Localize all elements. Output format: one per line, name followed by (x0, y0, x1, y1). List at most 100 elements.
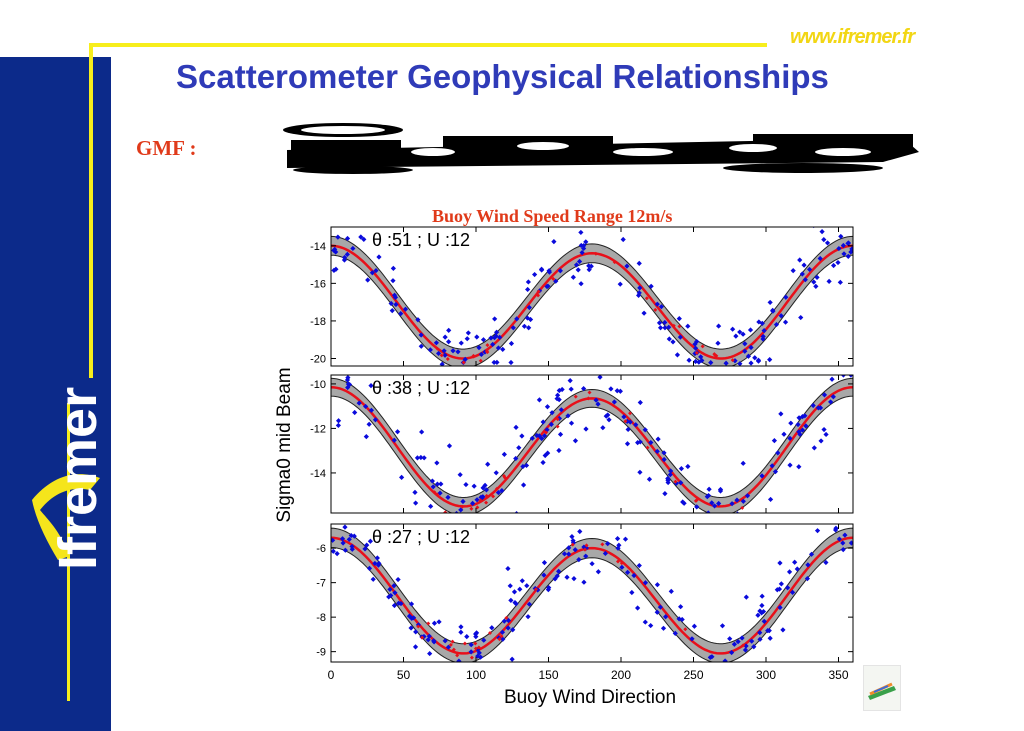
scatter-point (662, 319, 668, 326)
y-tick-label: -7 (316, 578, 326, 590)
scatter-point (446, 443, 453, 449)
scatter-point (344, 235, 351, 242)
x-axis-label: Buoy Wind Direction (504, 687, 676, 708)
scatter-point (760, 608, 767, 615)
scatter-point (505, 625, 511, 631)
scatter-point (815, 405, 821, 411)
scatter-point (642, 427, 648, 433)
model-marker (416, 624, 421, 629)
scatter-point (460, 498, 466, 505)
scatter-point (801, 262, 807, 268)
scatter-point (333, 368, 338, 373)
scatter-point (524, 583, 530, 589)
scatter-point (711, 503, 718, 509)
scatter-point (429, 478, 435, 484)
scatter-point (488, 335, 494, 341)
scatter-point (333, 249, 339, 255)
scatter-point (388, 592, 394, 599)
model-marker (623, 419, 628, 424)
scatter-point (480, 337, 487, 343)
scatter-point (366, 565, 373, 572)
scatter-point (635, 292, 642, 299)
scatter-point (358, 234, 364, 240)
scatter-point (495, 345, 502, 351)
scatter-point (348, 532, 354, 539)
y-tick-label: -18 (310, 316, 326, 328)
scatter-point (845, 253, 851, 260)
slide-thumbnail-icon[interactable] (863, 665, 901, 711)
scatter-point (663, 614, 669, 620)
scatter-point (393, 301, 399, 308)
scatter-point (391, 583, 397, 589)
scatter-point (454, 510, 459, 513)
scatter-point (463, 481, 469, 488)
scatter-point (818, 438, 824, 444)
scatter-point (826, 278, 832, 285)
scatter-point (759, 610, 765, 616)
model-marker (491, 494, 496, 499)
scatter-point (677, 517, 682, 522)
scatter-point (471, 483, 477, 489)
scatter-point (795, 421, 801, 428)
model-marker (445, 357, 450, 362)
scatter-point (446, 339, 452, 345)
scatter-point (830, 394, 836, 400)
scatter-point (566, 551, 572, 557)
scatter-point (556, 396, 562, 403)
scatter-point (545, 587, 551, 593)
scatter-point (654, 448, 660, 454)
scatter-point (755, 358, 762, 364)
chart-panel-2: -10 -12 -14 θ :38 ; U :12 (310, 368, 854, 524)
scatter-point (739, 635, 745, 641)
scatter-point (501, 618, 507, 624)
scatter-point (828, 399, 834, 405)
model-marker (426, 621, 431, 626)
scatter-point (735, 369, 740, 374)
model-marker (740, 505, 745, 510)
panel-label: θ :38 ; U :12 (372, 378, 470, 398)
scatter-point (597, 375, 603, 380)
scatter-point (464, 634, 470, 640)
scatter-point (476, 650, 482, 656)
scatter-point (554, 396, 560, 402)
scatter-point (442, 352, 448, 358)
model-marker (551, 276, 556, 281)
scatter-point (636, 562, 642, 569)
scatter-point (481, 637, 487, 643)
y-tick-label: -8 (316, 612, 326, 624)
panel-label: θ :51 ; U :12 (372, 230, 470, 250)
scatter-point (586, 267, 592, 273)
model-marker (555, 417, 560, 422)
scatter-point (722, 516, 727, 521)
scatter-point (712, 681, 717, 686)
model-marker (494, 486, 499, 491)
site-url[interactable]: www.ifremer.fr (790, 26, 915, 48)
scatter-point (672, 630, 678, 636)
scatter-point (494, 359, 500, 365)
scatter-point (720, 519, 725, 524)
scatter-point (742, 647, 749, 653)
scatter-point (660, 625, 667, 631)
scatter-point (676, 616, 682, 622)
scatter-point (414, 455, 421, 461)
scatter-point (373, 267, 379, 274)
scatter-point (351, 533, 357, 539)
scatter-point (578, 229, 584, 236)
model-marker (586, 396, 591, 401)
scatter-point (790, 268, 796, 274)
model-marker (469, 655, 474, 660)
scatter-point (666, 336, 672, 342)
scatter-point (657, 325, 664, 331)
scatter-point (581, 245, 587, 252)
ifremer-wave-icon (32, 474, 100, 560)
scatter-point (576, 557, 582, 563)
scatter-point (505, 565, 511, 572)
scatter-point (706, 486, 712, 492)
scatter-point (446, 327, 452, 333)
scatter-point (408, 601, 415, 607)
scatter-point (442, 334, 448, 340)
scatter-point (802, 277, 808, 283)
scatter-point (678, 466, 684, 472)
model-marker (469, 506, 474, 511)
scatter-point (828, 524, 830, 525)
